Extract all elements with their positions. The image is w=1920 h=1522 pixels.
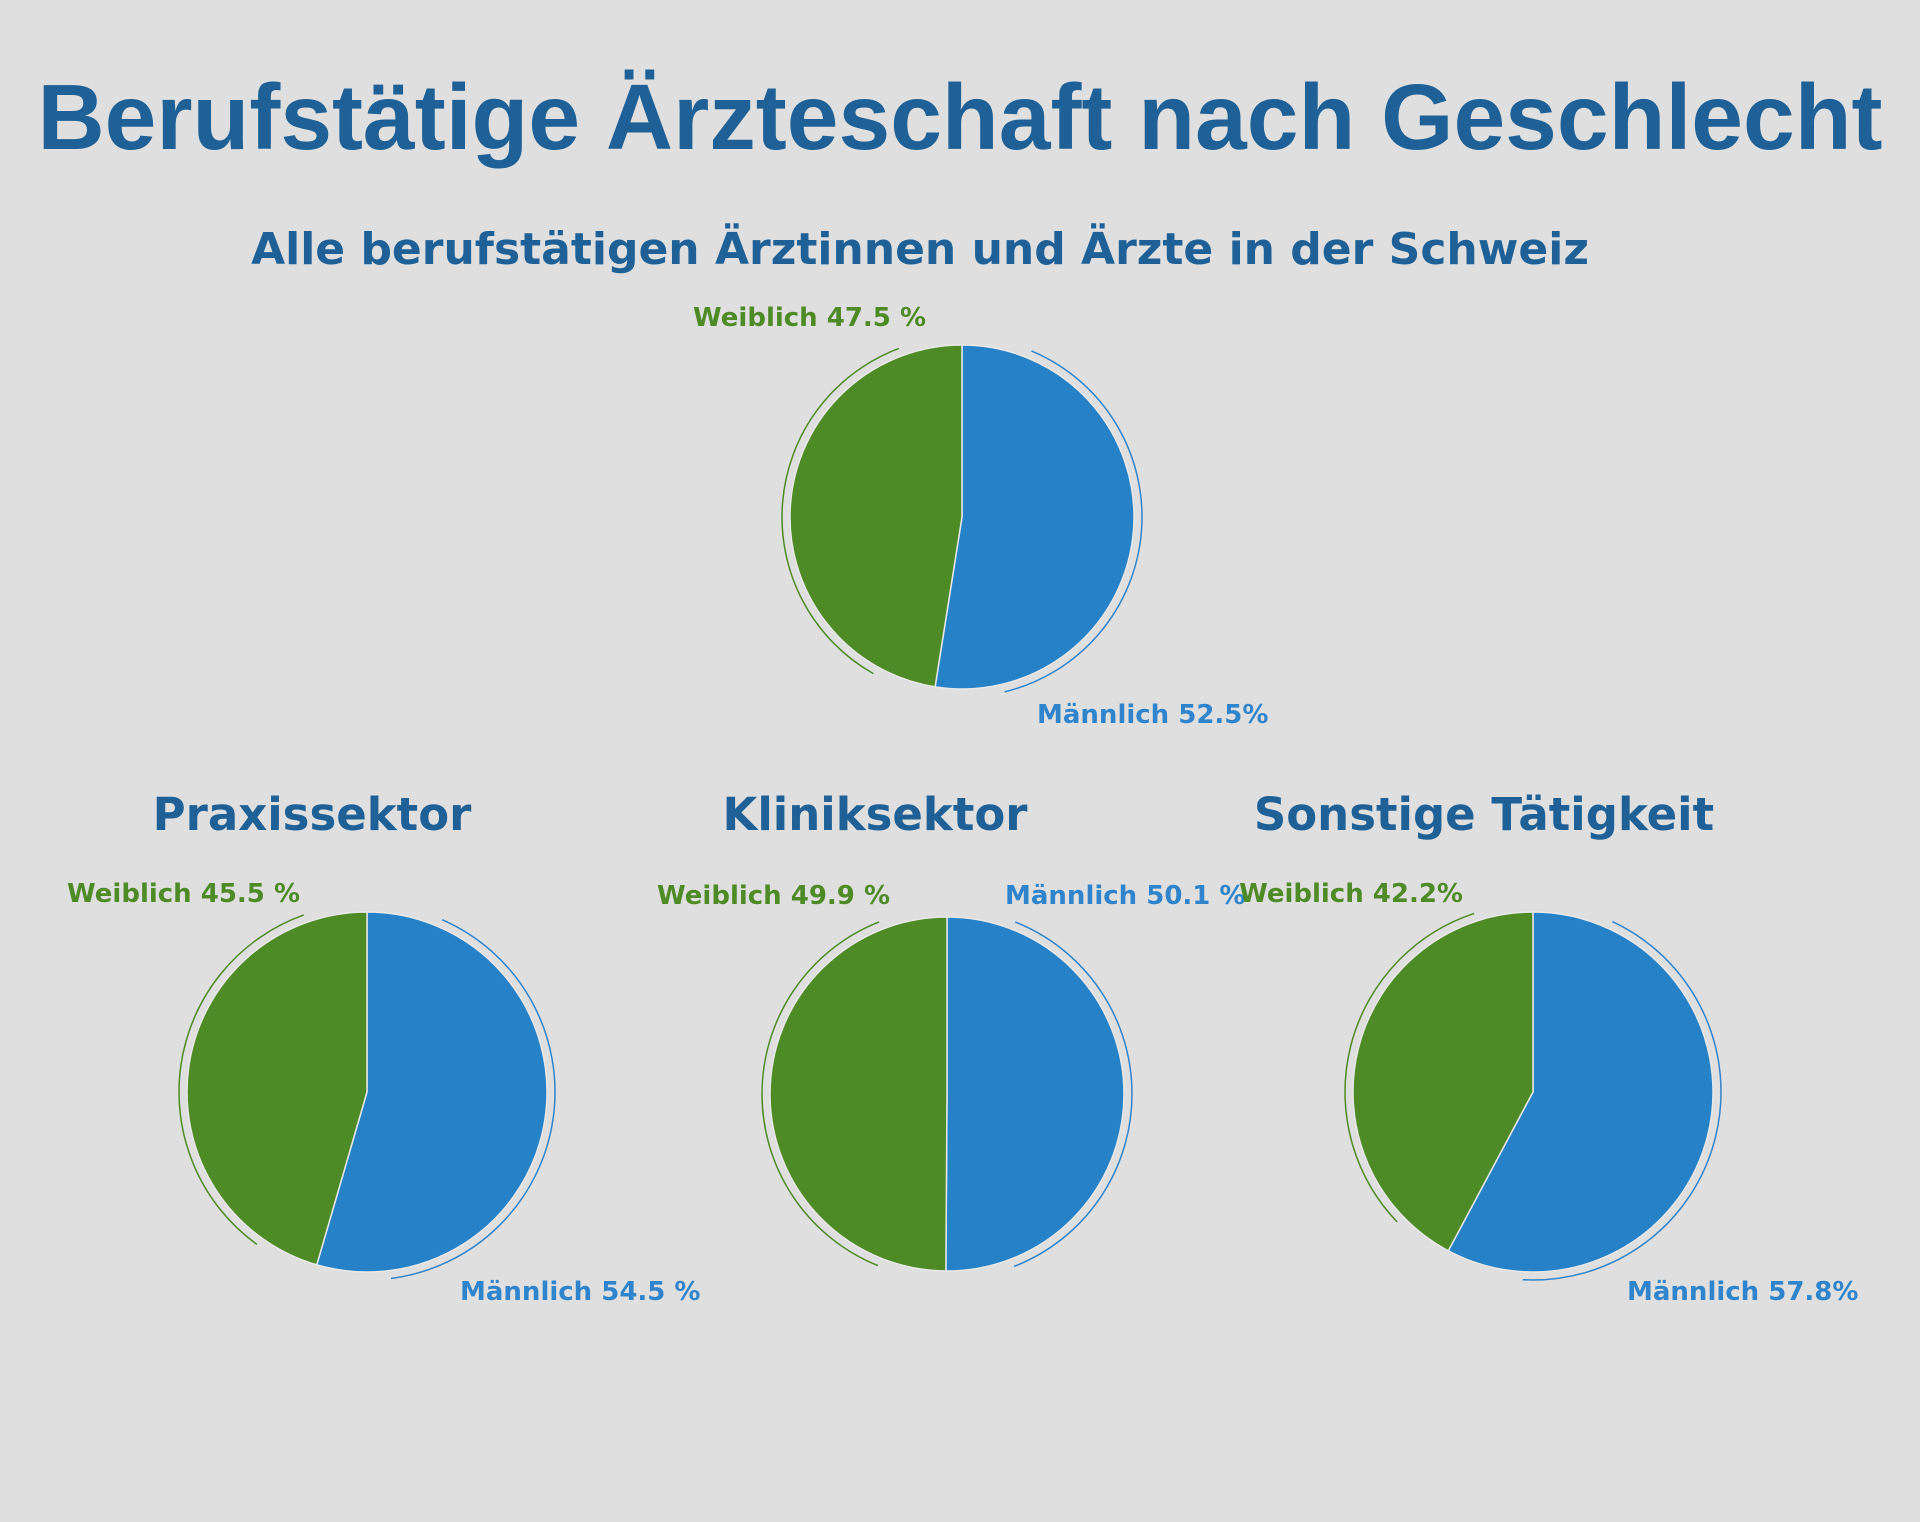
pie-title: Praxissektor <box>153 788 472 841</box>
slice-label-maennlich: Männlich 52.5% <box>1037 700 1268 730</box>
pie-slice-maennlich <box>945 916 1125 1272</box>
page-title: Berufstätige Ärzteschaft nach Geschlecht <box>37 65 1883 169</box>
slice-label-weiblich: Weiblich 47.5 % <box>693 303 926 333</box>
slice-label-weiblich: Weiblich 45.5 % <box>67 879 300 909</box>
slice-label-weiblich: Weiblich 42.2% <box>1239 879 1463 909</box>
pie-title: Sonstige Tätigkeit <box>1254 788 1714 841</box>
pie-chart-2: Praxissektor Männlich 54.5 % Weiblich 45.5… <box>67 788 700 1307</box>
slice-bracket-maennlich <box>390 918 556 1280</box>
slice-bracket-maennlich <box>1004 350 1143 693</box>
pie-slice-maennlich <box>315 911 548 1273</box>
pie-chart-3: Kliniksektor Männlich 50.1 % Weiblich 49.9… <box>657 788 1246 1272</box>
pie-slice-maennlich <box>934 344 1135 690</box>
pie-slice-weiblich <box>789 344 963 688</box>
slice-bracket-weiblich <box>178 914 305 1245</box>
pie-title: Kliniksektor <box>723 788 1029 841</box>
pie-title: Alle berufstätigen Ärztinnen und Ärzte i… <box>251 222 1589 275</box>
slice-label-maennlich: Männlich 50.1 % <box>1005 881 1246 911</box>
pie-chart-4: Sonstige Tätigkeit Männlich 57.8% Weiblich… <box>1239 788 1858 1307</box>
slice-bracket-weiblich <box>1344 912 1475 1223</box>
slice-bracket-maennlich <box>1013 921 1133 1268</box>
slice-bracket-weiblich <box>781 347 900 675</box>
pie-chart-1: Alle berufstätigen Ärztinnen und Ärzte i… <box>251 222 1589 730</box>
slice-bracket-maennlich <box>1522 920 1722 1281</box>
slice-label-maennlich: Männlich 57.8% <box>1627 1277 1858 1307</box>
slice-label-maennlich: Männlich 54.5 % <box>460 1277 701 1307</box>
pie-slice-weiblich <box>186 911 368 1266</box>
pie-slice-maennlich <box>1447 911 1714 1273</box>
slice-label-weiblich: Weiblich 49.9 % <box>657 881 890 911</box>
pie-slice-weiblich <box>1352 911 1534 1252</box>
slice-bracket-weiblich <box>761 921 880 1267</box>
pie-slice-weiblich <box>768 916 948 1272</box>
